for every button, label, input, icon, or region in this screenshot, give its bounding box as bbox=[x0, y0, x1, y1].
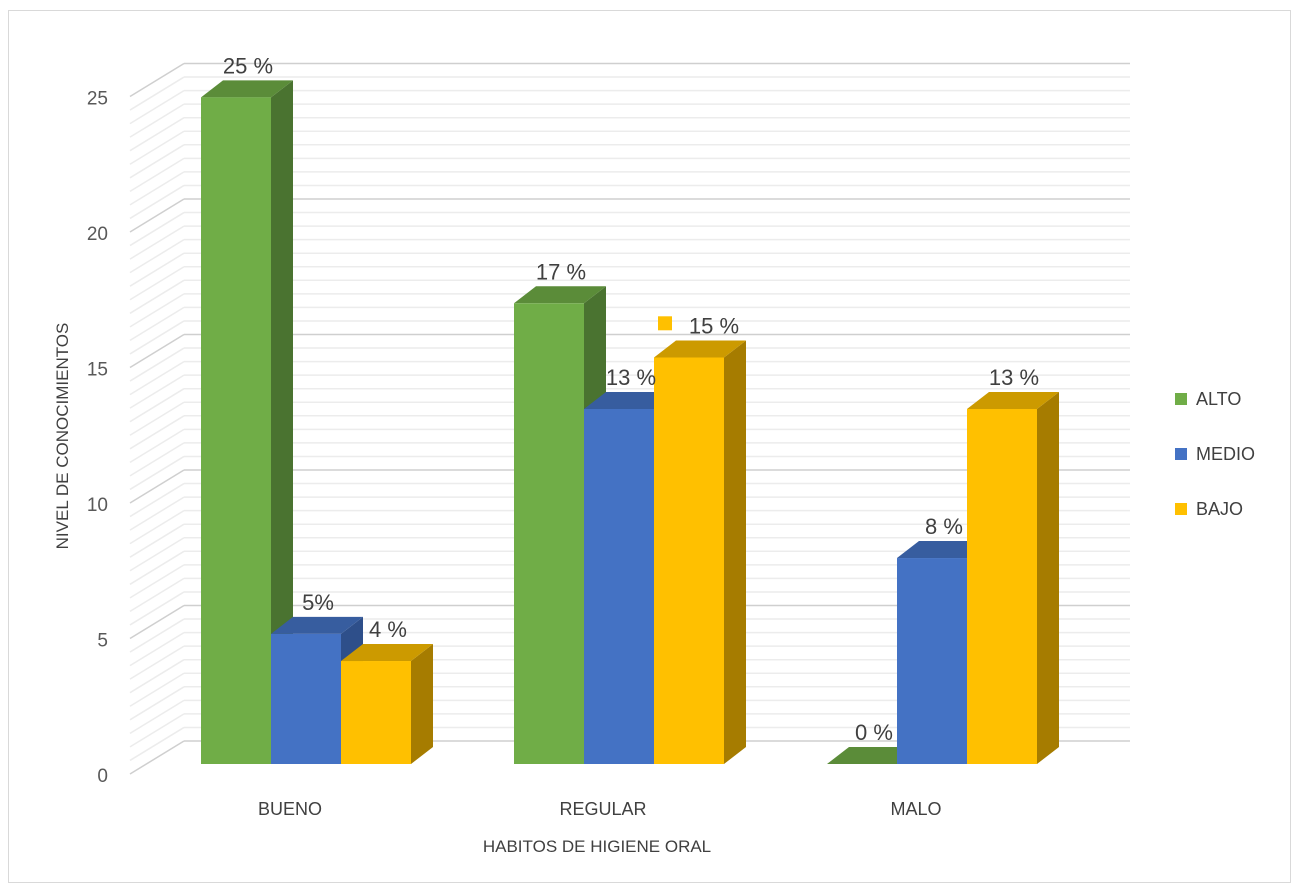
category-labels: BUENO REGULAR MALO bbox=[258, 799, 942, 819]
bars bbox=[201, 80, 1059, 765]
gridline-wall bbox=[129, 198, 185, 233]
y-tick-label: 10 bbox=[87, 495, 108, 516]
legend: ALTO MEDIO BAJO bbox=[1175, 389, 1255, 519]
legend-label: BAJO bbox=[1196, 499, 1243, 519]
data-label: 13 % bbox=[989, 365, 1039, 390]
gridline-wall bbox=[129, 523, 185, 558]
bar-bajo-bueno bbox=[341, 644, 433, 764]
bar-bajo-malo bbox=[967, 391, 1059, 764]
gridline-wall bbox=[129, 130, 185, 165]
gridline-wall bbox=[129, 252, 185, 287]
bar-alto-malo bbox=[827, 747, 919, 764]
gridline-wall bbox=[129, 347, 185, 382]
data-label: 25 % bbox=[223, 53, 273, 78]
gridline-wall bbox=[129, 184, 185, 220]
gridline-wall bbox=[129, 157, 185, 192]
gridline-wall bbox=[129, 428, 185, 463]
gridline-wall bbox=[129, 618, 185, 653]
gridline-wall bbox=[129, 482, 185, 518]
x-axis-title: HABITOS DE HIGIENE ORAL bbox=[483, 837, 711, 856]
gridline-wall bbox=[129, 225, 185, 260]
data-label: 4 % bbox=[369, 617, 407, 642]
data-label: 15 % bbox=[689, 313, 739, 338]
gridline-wall bbox=[129, 740, 185, 775]
gridline-wall bbox=[129, 320, 185, 355]
legend-item-bajo: BAJO bbox=[1175, 499, 1243, 519]
legend-label: MEDIO bbox=[1196, 444, 1255, 464]
gridline-wall bbox=[129, 76, 185, 111]
gridline-wall bbox=[129, 266, 185, 301]
bar-bajo-regular bbox=[654, 340, 746, 764]
y-tick-label: 15 bbox=[87, 360, 108, 381]
gridline-wall bbox=[129, 388, 185, 423]
gridline-wall bbox=[129, 62, 185, 98]
gridline-wall bbox=[129, 645, 185, 680]
legend-swatch bbox=[1175, 503, 1187, 515]
gridline-wall bbox=[129, 496, 185, 531]
category-label: MALO bbox=[890, 799, 941, 819]
gridline-wall bbox=[129, 171, 185, 206]
gridline-wall bbox=[129, 415, 185, 450]
gridline-wall bbox=[129, 699, 185, 734]
gridline-wall bbox=[129, 537, 185, 572]
data-label: 8 % bbox=[925, 514, 963, 539]
gridline-wall bbox=[129, 510, 185, 545]
gridline-wall bbox=[129, 333, 185, 369]
gridline-wall bbox=[129, 442, 185, 477]
data-label: 0 % bbox=[855, 720, 893, 745]
data-labels: 25 % 5% 4 % 17 % 13 % 15 % 0 % 8 % 13 % bbox=[223, 53, 1039, 745]
y-axis-ticks: 0 5 10 15 20 25 bbox=[87, 89, 108, 788]
label-key-marker bbox=[658, 316, 672, 331]
gridline-wall bbox=[129, 211, 185, 247]
gridline-wall bbox=[129, 401, 185, 436]
category-label: BUENO bbox=[258, 799, 322, 819]
gridline-wall bbox=[129, 577, 185, 613]
gridline-wall bbox=[129, 360, 185, 396]
y-tick-label: 20 bbox=[87, 224, 108, 245]
gridline-wall bbox=[129, 713, 185, 748]
gridline-wall bbox=[129, 726, 185, 762]
gridline-wall bbox=[129, 659, 185, 694]
gridline-wall bbox=[129, 686, 185, 721]
category-label: REGULAR bbox=[559, 799, 646, 819]
gridline-wall bbox=[129, 239, 185, 274]
gridline-wall bbox=[129, 144, 185, 179]
gridline-wall bbox=[129, 672, 185, 707]
data-label: 17 % bbox=[536, 259, 586, 284]
gridline-wall bbox=[129, 455, 185, 491]
y-tick-label: 5 bbox=[97, 631, 108, 652]
gridline-wall bbox=[129, 631, 185, 667]
gridline-wall bbox=[129, 374, 185, 409]
gridline-wall bbox=[129, 564, 185, 599]
gridline-wall bbox=[129, 604, 185, 640]
gridline-wall bbox=[129, 103, 185, 138]
legend-item-alto: ALTO bbox=[1175, 389, 1241, 409]
gridline-wall bbox=[129, 550, 185, 585]
legend-label: ALTO bbox=[1196, 389, 1241, 409]
y-tick-label: 25 bbox=[87, 89, 108, 110]
legend-swatch bbox=[1175, 448, 1187, 460]
y-tick-label: 0 bbox=[97, 766, 108, 787]
legend-swatch bbox=[1175, 393, 1187, 405]
y-axis-title: NIVEL DE CONOCIMIENTOS bbox=[53, 323, 72, 550]
gridline-wall bbox=[129, 591, 185, 626]
data-label: 13 % bbox=[606, 365, 656, 390]
gridline-wall bbox=[129, 306, 185, 342]
legend-item-medio: MEDIO bbox=[1175, 444, 1255, 464]
gridline-wall bbox=[129, 469, 185, 504]
bar-alto-bueno bbox=[201, 80, 293, 765]
gridline-wall bbox=[129, 117, 185, 152]
gridline-wall bbox=[129, 279, 185, 314]
data-label: 5% bbox=[302, 590, 334, 615]
gridline-wall bbox=[129, 293, 185, 328]
gridline-wall bbox=[129, 89, 185, 125]
